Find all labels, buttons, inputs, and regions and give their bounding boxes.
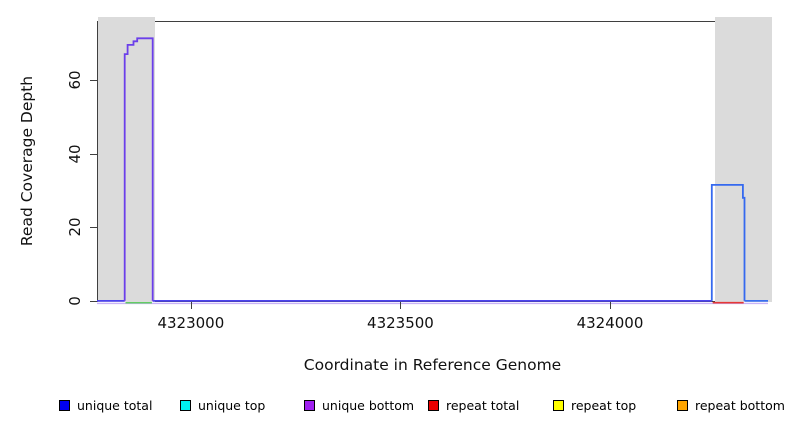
legend-swatch-icon	[677, 399, 688, 411]
y-tick	[90, 227, 97, 229]
x-tick-label: 4324000	[576, 314, 644, 332]
legend: unique total unique top unique bottom repea…	[0, 396, 792, 416]
legend-item: repeat total	[428, 396, 519, 414]
x-tick-label: 4323000	[157, 314, 225, 332]
legend-swatch-icon	[304, 399, 315, 411]
legend-label: unique bottom	[322, 397, 415, 413]
y-tick	[90, 300, 97, 302]
x-axis-title: Coordinate in Reference Genome	[303, 356, 562, 374]
legend-item: unique bottom	[304, 396, 414, 414]
plot-area	[97, 21, 768, 302]
x-tick	[400, 302, 402, 309]
x-tick-label: 4323500	[367, 314, 434, 332]
legend-swatch-icon	[59, 399, 70, 411]
legend-swatch-icon	[428, 399, 439, 411]
x-tick	[190, 302, 192, 309]
legend-label: repeat bottom	[695, 397, 785, 413]
legend-label: unique total	[77, 397, 153, 413]
legend-swatch-icon	[180, 399, 191, 411]
legend-label: repeat total	[446, 397, 520, 413]
x-tick	[609, 302, 611, 309]
legend-label: unique top	[198, 397, 266, 413]
legend-item: repeat top	[553, 396, 636, 414]
y-tick	[90, 79, 97, 81]
legend-swatch-icon	[553, 399, 564, 411]
legend-item: repeat bottom	[677, 396, 785, 414]
legend-item: unique top	[180, 396, 265, 414]
legend-item: unique total	[59, 396, 152, 414]
y-tick	[90, 153, 97, 155]
legend-label: repeat top	[571, 397, 637, 413]
